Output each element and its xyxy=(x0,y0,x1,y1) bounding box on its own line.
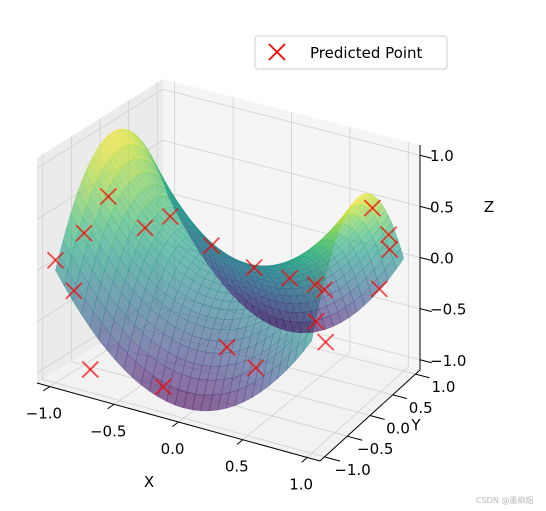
legend-marker xyxy=(268,43,286,61)
x-axis-label: X xyxy=(144,473,154,491)
marker-stroke xyxy=(154,378,172,396)
y-tick-mark xyxy=(347,435,363,441)
x-tick-label: −1.0 xyxy=(26,405,62,423)
x-tick-mark xyxy=(236,439,244,445)
z-tick-label: 0.0 xyxy=(430,250,454,268)
predicted-point-marker xyxy=(379,225,398,244)
predicted-point-marker xyxy=(136,219,154,237)
predicted-points xyxy=(46,187,399,396)
z-tick-mark xyxy=(419,154,432,159)
marker-stroke xyxy=(81,360,99,379)
legend-label: Predicted Point xyxy=(310,44,423,62)
predicted-point-marker xyxy=(65,282,83,300)
marker-stroke xyxy=(136,219,154,237)
grid-line xyxy=(162,88,421,156)
predicted-point-marker xyxy=(247,359,265,377)
predicted-point-marker xyxy=(245,258,263,277)
predicted-point-marker xyxy=(218,338,236,356)
marker-stroke xyxy=(307,312,325,331)
marker-stroke xyxy=(65,282,83,300)
y-tick-mark xyxy=(324,456,341,462)
predicted-point-marker xyxy=(46,251,65,269)
predicted-point-marker xyxy=(381,240,399,259)
predicted-point-marker xyxy=(154,378,172,396)
z-tick-mark xyxy=(419,308,432,313)
y-tick-label: 0.0 xyxy=(386,420,410,438)
x-tick-mark xyxy=(172,421,179,428)
predicted-point-marker xyxy=(75,224,93,242)
y-tick-mark xyxy=(392,394,408,400)
y-tick-label: 0.5 xyxy=(409,399,433,417)
marker-stroke xyxy=(363,199,382,217)
marker-stroke xyxy=(161,207,179,226)
marker-stroke xyxy=(202,237,221,255)
y-tick-label: −0.5 xyxy=(357,440,393,458)
x-tick-mark xyxy=(107,403,115,410)
marker-stroke xyxy=(75,224,93,242)
z-tick-label: −1.0 xyxy=(430,352,466,370)
x-tick-label: −0.5 xyxy=(90,422,126,440)
y-tick-mark xyxy=(369,415,385,420)
predicted-point-marker xyxy=(307,312,325,331)
predicted-point-marker xyxy=(363,199,382,217)
z-tick-label: 0.5 xyxy=(430,198,454,216)
marker-stroke xyxy=(317,333,335,351)
marker-stroke xyxy=(315,281,334,299)
grid-line xyxy=(242,351,351,441)
marker-stroke xyxy=(218,338,236,356)
z-axis-label: Z xyxy=(484,198,494,216)
predicted-point-marker xyxy=(161,207,179,226)
z-tick-label: 1.0 xyxy=(430,147,454,165)
grid-line xyxy=(306,366,409,458)
z-tick-mark xyxy=(419,257,432,261)
axes: −1.0 −0.5 0.0 0.5 1.0 −1.0 −0.5 0.0 0.5 1.0 −1.0 −0… xyxy=(26,145,466,493)
z-tick-label: −0.5 xyxy=(430,301,466,319)
surface-patch xyxy=(165,187,177,214)
x-tick-mark xyxy=(301,457,308,463)
x-tick-label: 0.0 xyxy=(161,440,185,458)
y-tick-label: 1.0 xyxy=(432,378,456,396)
predicted-point-marker xyxy=(202,237,221,255)
z-tick-mark xyxy=(419,205,432,210)
y-axis-label: Y xyxy=(410,416,421,434)
marker-stroke xyxy=(46,251,65,269)
legend-box xyxy=(254,35,448,70)
predicted-point-marker xyxy=(306,275,324,294)
marker-stroke xyxy=(306,275,324,294)
predicted-point-marker xyxy=(99,187,117,206)
grid-line xyxy=(36,88,164,169)
x-tick-label: 0.5 xyxy=(225,458,249,476)
grid-line xyxy=(162,139,421,207)
marker-stroke xyxy=(379,225,398,244)
watermark: CSDN @墨柳烟 xyxy=(476,495,533,505)
marker-stroke xyxy=(247,359,265,377)
x-tick-label: 1.0 xyxy=(289,475,313,493)
predicted-point-marker xyxy=(370,280,388,298)
marker-stroke xyxy=(370,280,388,298)
predicted-point-marker xyxy=(317,333,335,351)
z-tick-mark xyxy=(419,359,432,364)
y-tick-mark xyxy=(415,373,430,379)
predicted-point-marker xyxy=(315,281,334,299)
predicted-point-marker xyxy=(81,360,99,379)
marker-stroke xyxy=(280,269,299,287)
y-tick-label: −1.0 xyxy=(334,461,370,479)
marker-stroke xyxy=(245,258,263,277)
legend: Predicted Point xyxy=(254,35,448,70)
marker-stroke xyxy=(381,240,399,259)
predicted-point-marker xyxy=(280,269,299,287)
x-tick-mark xyxy=(42,386,51,392)
marker-stroke xyxy=(99,187,117,206)
